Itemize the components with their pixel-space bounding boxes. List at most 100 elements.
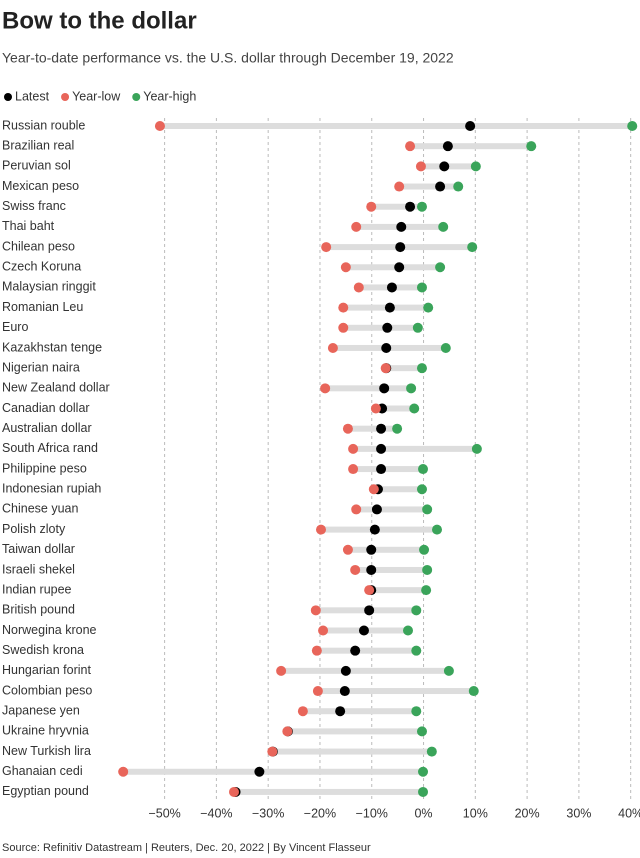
dot: [382, 322, 393, 333]
dot: [369, 524, 380, 535]
dot: [316, 524, 326, 535]
category-label: Romanian Leu: [2, 300, 83, 314]
range-bar: [353, 445, 477, 452]
dot: [439, 161, 450, 172]
dot: [380, 363, 391, 374]
dot: [379, 383, 390, 394]
category-label: Ukraine hryvnia: [2, 724, 89, 738]
dot: [416, 201, 427, 212]
dot: [118, 766, 129, 777]
dot: [411, 645, 422, 656]
dot: [366, 544, 377, 555]
dot: [381, 342, 392, 353]
dot: [453, 181, 464, 192]
dot: [411, 605, 422, 616]
dot: [627, 121, 638, 131]
dot: [340, 262, 351, 273]
dot: [422, 504, 433, 515]
dot: [351, 504, 362, 515]
dot: [376, 443, 387, 454]
dot: [394, 262, 405, 273]
category-label: Ghanaian cedi: [2, 764, 83, 778]
dot: [353, 282, 364, 293]
dot: [468, 686, 479, 697]
dot: [311, 645, 322, 656]
category-label: Swiss franc: [2, 199, 66, 213]
dot: [371, 504, 382, 515]
dot: [267, 746, 278, 757]
range-bar: [316, 647, 417, 654]
dot: [370, 403, 381, 414]
dot: [339, 686, 350, 697]
dot: [416, 726, 427, 737]
dot: [350, 564, 361, 575]
dot: [418, 786, 429, 797]
dot: [335, 706, 346, 717]
x-tick-label: 40%: [618, 806, 640, 820]
range-bar: [369, 587, 427, 594]
x-tick-label: 10%: [463, 806, 488, 820]
category-label: Chilean peso: [2, 239, 75, 253]
dot: [368, 484, 379, 495]
source: Source: Refinitiv Datastream | Reuters, …: [2, 842, 371, 854]
category-label: Euro: [2, 320, 28, 334]
dot: [423, 302, 434, 313]
x-tick-label: −30%: [252, 806, 284, 820]
range-bar: [343, 324, 418, 331]
category-label: Peruvian sol: [2, 159, 71, 173]
dot: [350, 645, 361, 656]
dot: [416, 484, 427, 495]
category-label: Czech Koruna: [2, 260, 81, 274]
dot: [415, 161, 426, 172]
x-tick-label: −20%: [304, 806, 336, 820]
dot: [348, 464, 359, 475]
dot: [321, 242, 332, 253]
range-bar: [123, 768, 424, 775]
x-tick-label: 20%: [515, 806, 540, 820]
category-label: Taiwan dollar: [2, 542, 75, 556]
dot: [312, 686, 323, 697]
dot: [342, 544, 353, 555]
dot: [426, 746, 437, 757]
range-bar: [302, 708, 417, 715]
range-bar: [234, 788, 424, 795]
range-bar: [371, 203, 422, 210]
dot: [154, 121, 165, 131]
dot: [338, 302, 349, 313]
range-bar: [347, 546, 425, 553]
dot: [411, 706, 422, 717]
dot: [471, 443, 482, 454]
dot: [406, 383, 417, 394]
chart-subtitle: Year-to-date performance vs. the U.S. do…: [2, 50, 454, 66]
dot: [327, 342, 338, 353]
dot: [229, 786, 239, 797]
legend-marker: [61, 93, 70, 101]
legend-label: Year-high: [143, 89, 196, 103]
dot: [340, 665, 351, 676]
dot: [395, 242, 406, 253]
dot: [392, 423, 403, 434]
range-bar: [347, 425, 398, 432]
category-label: Egyptian pound: [2, 784, 89, 798]
category-label: Canadian dollar: [2, 401, 90, 415]
dot: [366, 201, 377, 212]
category-label: South Africa rand: [2, 441, 98, 455]
dot: [442, 141, 453, 152]
category-label: Israeli shekel: [2, 562, 75, 576]
dot: [422, 564, 433, 575]
category-label: Norwegina krone: [2, 623, 97, 637]
category-label: Mexican peso: [2, 179, 79, 193]
dot: [351, 221, 362, 232]
dot: [443, 665, 454, 676]
range-bar: [353, 466, 424, 473]
dot: [419, 544, 430, 555]
legend-label: Latest: [15, 89, 50, 103]
category-label: New Zealand dollar: [2, 381, 110, 395]
dot: [318, 625, 329, 636]
dot: [405, 201, 416, 212]
dot: [409, 403, 420, 414]
dot: [432, 524, 442, 535]
chart-title: Bow to the dollar: [2, 7, 197, 34]
dot: [412, 322, 423, 333]
